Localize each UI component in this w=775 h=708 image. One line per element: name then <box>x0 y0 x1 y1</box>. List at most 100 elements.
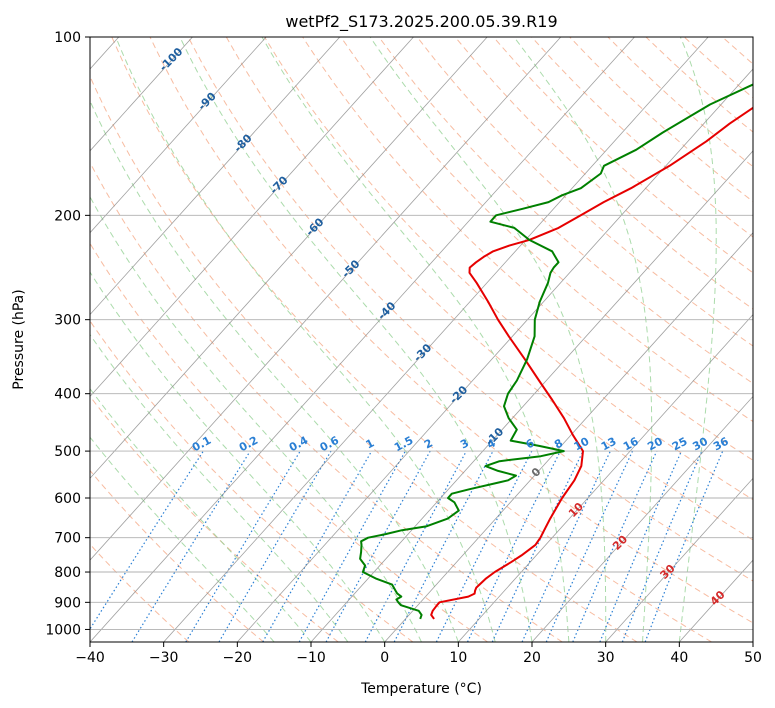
mixing-ratio-label: 2 <box>422 436 435 451</box>
isotherm-line <box>384 232 753 642</box>
moist-adiabat <box>261 37 570 642</box>
mixing-ratio-label: 36 <box>711 435 731 454</box>
mixing-ratio-line <box>435 450 533 642</box>
dry-adiabat <box>90 320 414 642</box>
y-tick-label: 400 <box>54 387 81 403</box>
mixing-ratio-label: 20 <box>645 435 665 454</box>
mixing-ratio-line <box>262 450 373 642</box>
isotherm-line <box>531 395 753 642</box>
dry-adiabats <box>90 37 775 642</box>
isotherm-line <box>679 559 753 642</box>
chart-title: wetPf2_S173.2025.200.05.39.R19 <box>285 12 557 32</box>
mixing-ratio-line <box>644 450 724 642</box>
mixing-ratio-line <box>298 450 406 642</box>
line-labels: 0.1 0.2 0.4 0.6 1 1.5 2 3 4 6 8 10 13 16 20 25 30 36-100-… <box>157 45 731 608</box>
dry-adiabat <box>761 37 775 642</box>
x-tick-label: −20 <box>223 650 253 666</box>
mixing-ratio-line <box>621 450 703 642</box>
isotherm-line <box>163 37 709 642</box>
mixing-ratio-line <box>364 450 467 642</box>
moist-adiabat <box>90 271 386 642</box>
mixing-ratio-line <box>185 450 301 642</box>
y-tick-label: 500 <box>54 444 81 460</box>
moist-adiabat <box>90 436 275 642</box>
mixing-ratio-line <box>325 450 431 642</box>
isotherm-line <box>605 477 753 642</box>
x-axis-ticks: −40 −30 −20 −10 0 10 20 30 40 50 <box>75 642 762 666</box>
y-tick-label: 300 <box>54 313 81 329</box>
isotherm-line <box>90 37 488 479</box>
isotherms <box>90 37 753 642</box>
mixing-ratio-line <box>599 450 682 642</box>
mixing-ratio-label: 13 <box>599 435 619 454</box>
mixing-ratio-label: 16 <box>621 435 641 454</box>
x-tick-label: −40 <box>75 650 105 666</box>
plot-frame <box>89 36 754 643</box>
moist-adiabat <box>513 37 653 642</box>
dry-adiabat <box>531 37 753 238</box>
dry-adiabat <box>90 395 339 642</box>
x-tick-label: −30 <box>149 650 179 666</box>
y-tick-label: 700 <box>54 531 81 547</box>
isotherm-line <box>90 37 341 316</box>
y-axis-label: Pressure (hPa) <box>11 289 27 389</box>
moist-adiabat <box>90 99 459 642</box>
dry-adiabat <box>111 37 712 642</box>
isotherm-line <box>310 150 753 642</box>
mixing-ratio-line <box>572 450 658 642</box>
mixing-ratio-line <box>131 450 251 642</box>
dry-adiabat <box>90 543 190 642</box>
mixing-ratio-label: 30 <box>690 435 710 454</box>
y-tick-label: 1000 <box>45 622 81 638</box>
dry-adiabat <box>90 242 488 642</box>
isotherm-line <box>458 313 753 642</box>
isotherm-line <box>237 68 753 642</box>
isotherm-line <box>90 37 414 398</box>
mixing-ratio-label: 3 <box>458 436 471 451</box>
isotherm-line <box>90 37 635 642</box>
y-tick-label: 600 <box>54 491 81 507</box>
dry-adiabat <box>493 37 753 274</box>
x-tick-label: 0 <box>380 650 389 666</box>
dry-adiabat <box>90 469 264 642</box>
sounding-series <box>359 83 753 620</box>
isotherm-line <box>90 37 193 152</box>
dry-adiabat <box>90 161 563 642</box>
dry-adiabat <box>454 37 753 310</box>
mixing-ratio-label: 25 <box>670 435 690 454</box>
y-tick-label: 900 <box>54 595 81 611</box>
dry-adiabat <box>225 37 753 541</box>
y-tick-label: 200 <box>54 208 81 224</box>
temperature-line <box>430 106 753 620</box>
x-tick-label: 40 <box>670 650 688 666</box>
dry-adiabat <box>149 37 753 624</box>
mixing-ratio-line <box>545 450 634 642</box>
isotherm-line <box>90 37 267 234</box>
dry-adiabat <box>264 37 753 501</box>
x-tick-label: 10 <box>449 650 467 666</box>
pressure-gridlines <box>90 37 753 630</box>
moist-adiabats <box>90 37 717 642</box>
x-tick-label: 30 <box>597 650 615 666</box>
moist-adiabat <box>179 37 533 642</box>
moist-adiabat <box>678 37 717 642</box>
dewpoint-line <box>359 83 753 620</box>
isotherm-line <box>90 37 562 561</box>
y-tick-label: 800 <box>54 565 81 581</box>
dry-adiabat <box>645 37 753 133</box>
moist-adiabat <box>90 387 312 642</box>
isotherm-line <box>752 641 753 642</box>
mixing-ratio-label: 10 <box>572 435 592 454</box>
dry-adiabat <box>378 37 753 385</box>
mixing-ratio-line <box>90 450 204 631</box>
moist-adiabat <box>369 37 607 642</box>
mixing-ratio-lines <box>90 450 724 642</box>
moist-adiabat <box>115 37 496 642</box>
x-axis-label: Temperature (°C) <box>360 681 482 697</box>
y-axis-ticks: 100 200 300 400 500 600 700 800 900 1000 <box>45 30 90 638</box>
mixing-ratio-line <box>466 450 561 642</box>
mixing-ratio-label: 1 <box>364 436 377 451</box>
x-tick-label: 50 <box>744 650 762 666</box>
dry-adiabat <box>416 37 753 347</box>
